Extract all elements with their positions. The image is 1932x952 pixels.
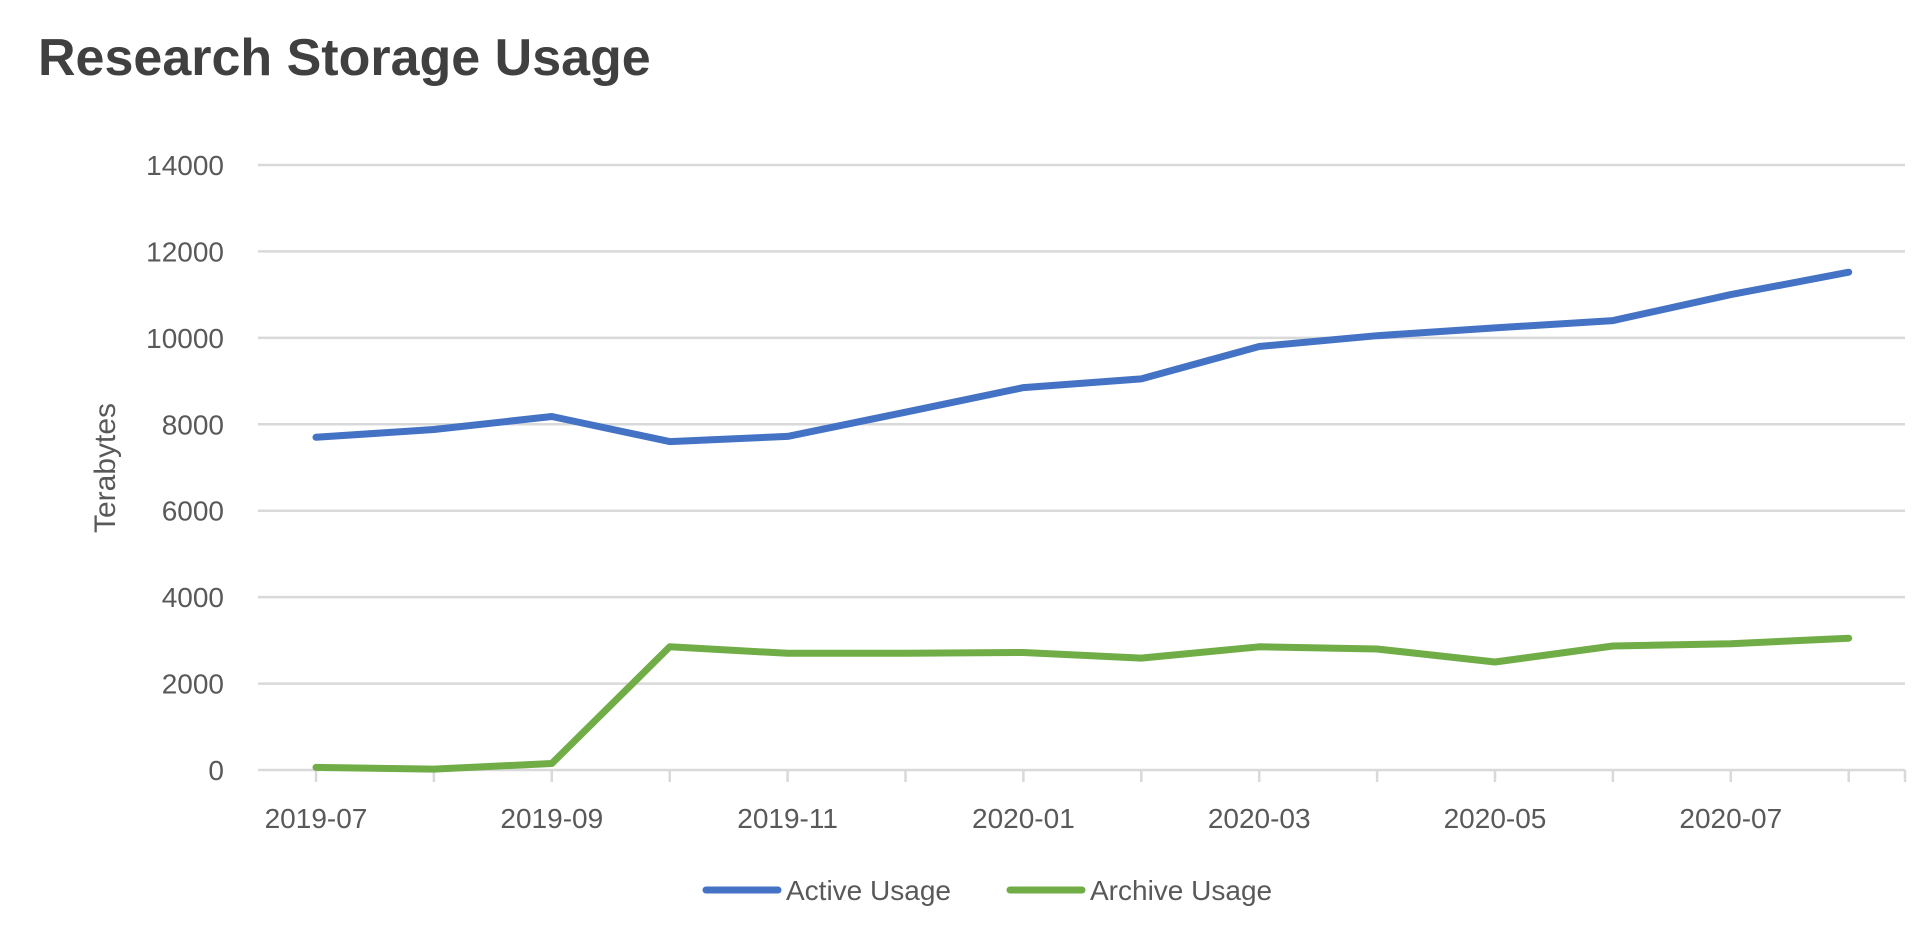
x-tick-label: 2019-11 (737, 803, 838, 834)
legend: Active Usage Archive Usage (702, 875, 1272, 906)
y-axis-ticks: 0 2000 4000 6000 8000 10000 12000 14000 (146, 150, 224, 786)
gridlines (258, 163, 1905, 685)
x-axis (258, 768, 1907, 782)
x-tick-label: 2020-03 (1208, 803, 1311, 834)
y-axis-title: Terabytes (89, 403, 122, 533)
series-line-archive-usage (312, 634, 1853, 773)
series-lines (312, 268, 1853, 773)
x-tick-label: 2019-07 (265, 803, 368, 834)
y-tick-label: 6000 (162, 496, 224, 527)
y-tick-label: 12000 (146, 236, 224, 267)
chart-title: Research Storage Usage (38, 29, 651, 87)
y-tick-label: 14000 (146, 150, 224, 181)
x-tick-label: 2019-09 (500, 803, 603, 834)
legend-label: Archive Usage (1090, 875, 1272, 906)
x-tick-label: 2020-05 (1444, 803, 1547, 834)
x-tick-label: 2020-07 (1679, 803, 1782, 834)
y-tick-label: 4000 (162, 582, 224, 613)
y-tick-label: 10000 (146, 323, 224, 354)
legend-label: Active Usage (786, 875, 951, 906)
x-tick-label: 2020-01 (972, 803, 1075, 834)
x-axis-ticks: 2019-07 2019-09 2019-11 2020-01 2020-03 2020-… (265, 803, 1783, 834)
y-tick-label: 8000 (162, 409, 224, 440)
series-line-active-usage (312, 268, 1853, 446)
y-tick-label: 0 (208, 755, 224, 786)
y-tick-label: 2000 (162, 669, 224, 700)
